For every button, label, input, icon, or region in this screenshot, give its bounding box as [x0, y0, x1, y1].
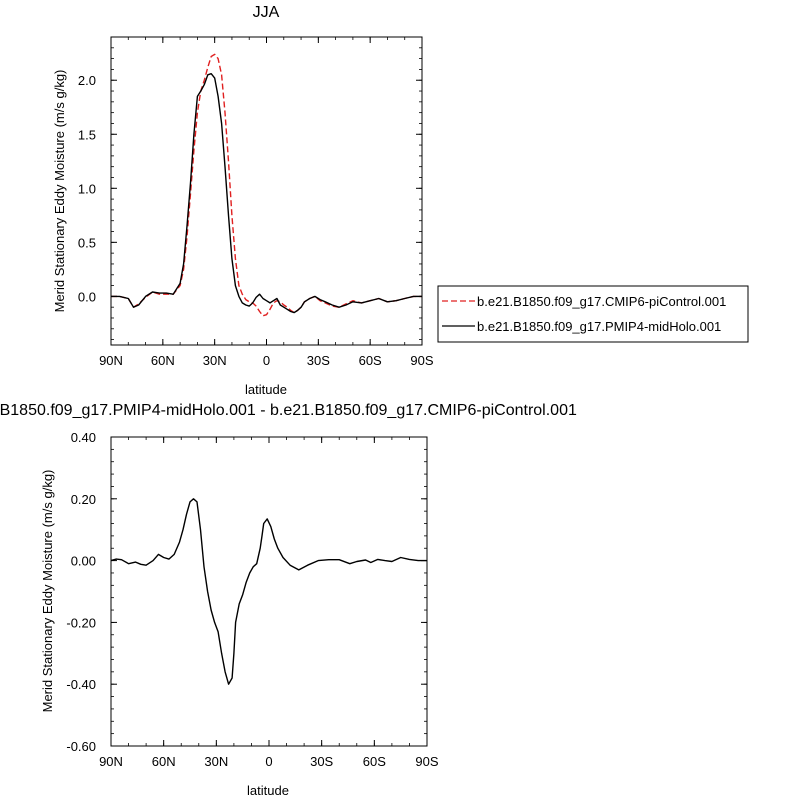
x-tick-label: 60N	[152, 754, 176, 769]
series-line-1	[110, 498, 427, 685]
x-tick-label: 30N	[204, 754, 228, 769]
x-tick-label: 30S	[307, 353, 330, 368]
y-tick-label: 0.40	[71, 430, 96, 445]
y-tick-label: 0.0	[78, 289, 96, 304]
y-tick-label: -0.20	[66, 615, 96, 630]
panel-1-x-axis-label: latitude	[245, 382, 287, 397]
x-tick-label: 0	[265, 754, 272, 769]
y-tick-label: 2.0	[78, 73, 96, 88]
panel-2-plot-frame	[110, 436, 428, 747]
x-tick-label: 90N	[99, 353, 123, 368]
y-tick-label: -0.60	[66, 739, 96, 754]
x-tick-label: 30S	[310, 754, 333, 769]
panel-2-x-axis-label: latitude	[247, 783, 289, 798]
y-tick-label: -0.40	[66, 677, 96, 692]
panel-2-title: b.e21.B1850.f09_g17.PMIP4-midHolo.001 - …	[0, 402, 577, 419]
x-tick-label: 60N	[151, 353, 175, 368]
legend-label-picontrol: b.e21.B1850.f09_g17.CMIP6-piControl.001	[477, 294, 726, 309]
series-line-1	[111, 53, 422, 317]
x-tick-label: 0	[263, 353, 270, 368]
series-line-2	[111, 73, 422, 314]
x-tick-label: 90S	[410, 353, 433, 368]
x-tick-label: 60S	[359, 353, 382, 368]
legend-label-midholo: b.e21.B1850.f09_g17.PMIP4-midHolo.001	[477, 319, 721, 334]
x-tick-label: 90N	[99, 754, 123, 769]
legend-box	[437, 285, 749, 343]
difference-panel: b.e21.B1850.f09_g17.PMIP4-midHolo.001 - …	[0, 402, 577, 798]
panel-2-y-axis-label: Merid Stationary Eddy Moisture (m/s g/kg…	[40, 470, 55, 713]
panel-1-title: JJA	[253, 4, 280, 21]
x-tick-label: 30N	[203, 353, 227, 368]
y-tick-label: 0.20	[71, 492, 96, 507]
y-tick-label: 0.00	[71, 554, 96, 569]
climatology-panel: JJA 90N 60N 30N 0 30S 60S 90S 0.0 0.5 1.0 1.5 2.0 l…	[52, 4, 749, 397]
y-tick-label: 0.5	[78, 235, 96, 250]
panel-1-y-axis-label: Merid Stationary Eddy Moisture (m/s g/kg…	[52, 70, 67, 313]
legend: b.e21.B1850.f09_g17.CMIP6-piControl.001 …	[437, 285, 749, 343]
x-tick-label: 90S	[415, 754, 438, 769]
x-tick-label: 60S	[363, 754, 386, 769]
y-tick-label: 1.0	[78, 181, 96, 196]
y-tick-label: 1.5	[78, 127, 96, 142]
